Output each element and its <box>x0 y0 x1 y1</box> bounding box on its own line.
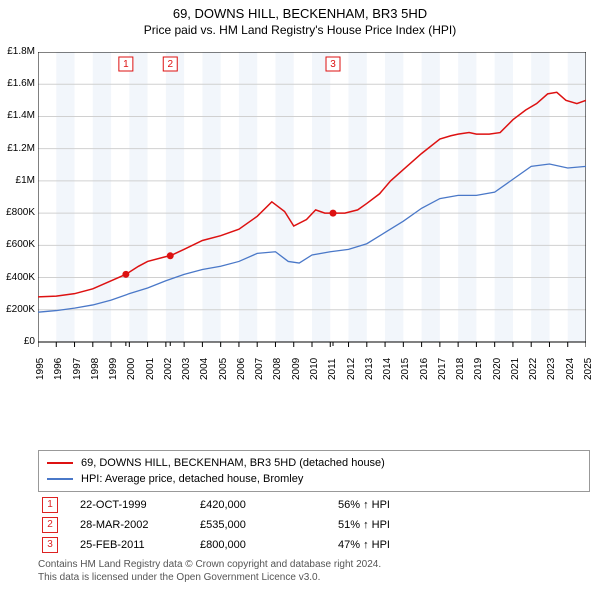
x-tick-label: 2025 <box>583 358 594 380</box>
sale-price: £420,000 <box>200 499 338 511</box>
sale-row: 2 28-MAR-2002 £535,000 51% ↑ HPI <box>38 515 586 535</box>
x-tick-label: 2019 <box>473 358 484 380</box>
y-tick-label: £1.6M <box>7 78 35 89</box>
sale-badge-icon: 3 <box>42 537 58 553</box>
x-tick-label: 2016 <box>419 358 430 380</box>
x-tick-label: 2002 <box>163 358 174 380</box>
attribution-line: Contains HM Land Registry data © Crown c… <box>38 558 586 571</box>
y-tick-label: £0 <box>24 336 35 347</box>
legend: 69, DOWNS HILL, BECKENHAM, BR3 5HD (deta… <box>38 450 590 492</box>
sale-row: 1 22-OCT-1999 £420,000 56% ↑ HPI <box>38 495 586 515</box>
x-tick-label: 2006 <box>236 358 247 380</box>
sale-date: 25-FEB-2011 <box>80 539 200 551</box>
legend-label: HPI: Average price, detached house, Brom… <box>81 471 303 487</box>
sale-hpi-diff: 51% ↑ HPI <box>338 519 458 531</box>
x-tick-label: 2009 <box>291 358 302 380</box>
legend-swatch <box>47 478 73 480</box>
sale-row: 3 25-FEB-2011 £800,000 47% ↑ HPI <box>38 535 586 555</box>
chart-title: 69, DOWNS HILL, BECKENHAM, BR3 5HD <box>0 6 600 21</box>
y-tick-label: £1M <box>16 175 35 186</box>
chart-subtitle: Price paid vs. HM Land Registry's House … <box>0 23 600 37</box>
x-tick-label: 2007 <box>254 358 265 380</box>
x-tick-label: 2014 <box>382 358 393 380</box>
x-tick-label: 2012 <box>346 358 357 380</box>
x-tick-label: 2003 <box>181 358 192 380</box>
sale-badge-icon: 2 <box>42 517 58 533</box>
sale-hpi-diff: 47% ↑ HPI <box>338 539 458 551</box>
y-tick-label: £1.2M <box>7 143 35 154</box>
x-tick-label: 2023 <box>546 358 557 380</box>
legend-item-price-paid: 69, DOWNS HILL, BECKENHAM, BR3 5HD (deta… <box>47 455 581 471</box>
line-chart: 1 2 3 <box>38 52 586 392</box>
sale-badge-icon: 1 <box>42 497 58 513</box>
y-tick-label: £800K <box>6 207 35 218</box>
y-tick-label: £600K <box>6 239 35 250</box>
svg-text:3: 3 <box>330 59 336 70</box>
chart-area: 1 2 3 <box>38 52 586 392</box>
y-tick-label: £400K <box>6 272 35 283</box>
x-tick-label: 2001 <box>145 358 156 380</box>
x-tick-label: 1996 <box>53 358 64 380</box>
svg-text:1: 1 <box>123 59 129 70</box>
page: 69, DOWNS HILL, BECKENHAM, BR3 5HD Price… <box>0 0 600 590</box>
legend-swatch <box>47 462 73 464</box>
x-tick-label: 1999 <box>108 358 119 380</box>
sales-list: 1 22-OCT-1999 £420,000 56% ↑ HPI 2 28-MA… <box>38 495 586 555</box>
attribution: Contains HM Land Registry data © Crown c… <box>38 558 586 584</box>
title-block: 69, DOWNS HILL, BECKENHAM, BR3 5HD Price… <box>0 0 600 41</box>
sale-date: 22-OCT-1999 <box>80 499 200 511</box>
x-tick-label: 2000 <box>126 358 137 380</box>
x-tick-label: 2004 <box>199 358 210 380</box>
legend-item-hpi: HPI: Average price, detached house, Brom… <box>47 471 581 487</box>
x-tick-label: 2020 <box>492 358 503 380</box>
y-tick-label: £1.4M <box>7 110 35 121</box>
attribution-line: This data is licensed under the Open Gov… <box>38 571 586 584</box>
x-tick-label: 2024 <box>565 358 576 380</box>
x-tick-label: 2018 <box>455 358 466 380</box>
sale-date: 28-MAR-2002 <box>80 519 200 531</box>
x-tick-label: 2008 <box>272 358 283 380</box>
x-tick-label: 2005 <box>218 358 229 380</box>
legend-label: 69, DOWNS HILL, BECKENHAM, BR3 5HD (deta… <box>81 455 385 471</box>
y-tick-label: £200K <box>6 304 35 315</box>
sale-price: £800,000 <box>200 539 338 551</box>
sale-price: £535,000 <box>200 519 338 531</box>
x-tick-label: 1998 <box>90 358 101 380</box>
y-tick-label: £1.8M <box>7 46 35 57</box>
sale-hpi-diff: 56% ↑ HPI <box>338 499 458 511</box>
x-tick-label: 2021 <box>510 358 521 380</box>
x-tick-label: 1997 <box>72 358 83 380</box>
x-tick-label: 1995 <box>35 358 46 380</box>
x-tick-label: 2011 <box>327 358 338 380</box>
x-tick-label: 2015 <box>400 358 411 380</box>
svg-text:2: 2 <box>167 59 173 70</box>
x-tick-label: 2017 <box>437 358 448 380</box>
x-tick-label: 2022 <box>528 358 539 380</box>
x-tick-label: 2013 <box>364 358 375 380</box>
x-tick-label: 2010 <box>309 358 320 380</box>
